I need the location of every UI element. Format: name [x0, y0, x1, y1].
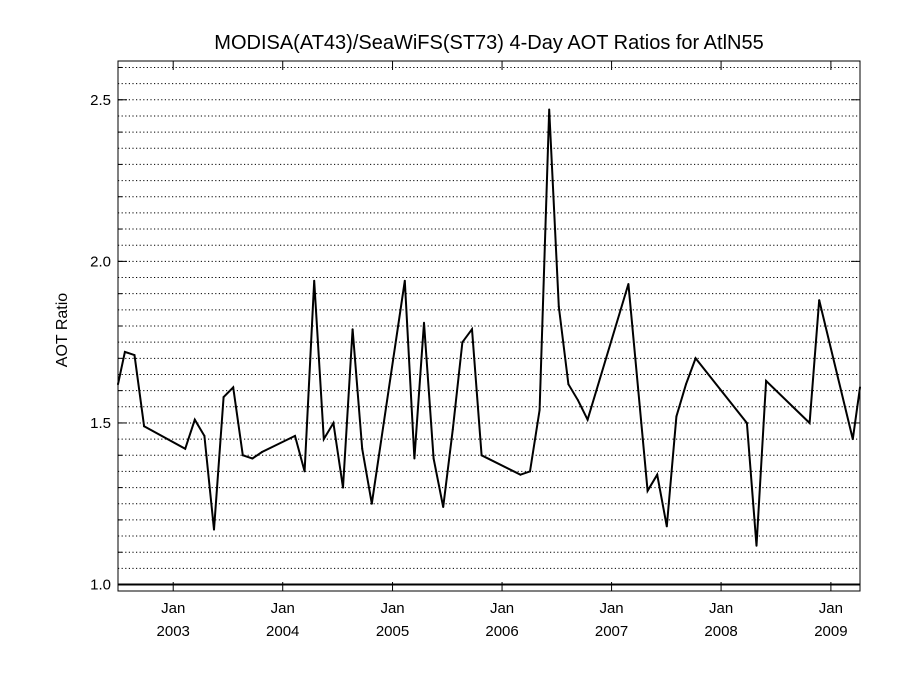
x-tick-month: Jan [380, 600, 404, 617]
data-point [665, 525, 668, 528]
data-point [586, 418, 589, 421]
data-point [143, 425, 146, 428]
data-point [370, 502, 373, 505]
data-point [403, 279, 406, 282]
x-tick-year: 2007 [595, 623, 628, 640]
y-axis-label: AOT Ratio [54, 293, 71, 368]
data-point [637, 386, 639, 389]
data-point [627, 283, 630, 285]
x-tick-month: Jan [161, 600, 185, 617]
data-point [203, 434, 206, 437]
x-tick-year: 2006 [485, 623, 518, 640]
axes [117, 60, 861, 592]
data-point [193, 418, 196, 421]
data-point [529, 470, 531, 473]
data-point [480, 454, 483, 457]
chart-title: MODISA(AT43)/SeaWiFS(ST73) 4-Day AOT Rat… [214, 32, 763, 54]
data-point [808, 422, 811, 424]
x-tick-month: Jan [819, 600, 843, 617]
data-point [351, 328, 354, 331]
data-point [577, 399, 579, 402]
data-point [859, 386, 861, 389]
data-point [519, 473, 522, 476]
series-layer [117, 108, 861, 547]
y-tick-label: 1.5 [90, 415, 111, 432]
data-point [241, 454, 244, 457]
data-point [471, 328, 473, 331]
data-point [818, 299, 821, 302]
y-tick-label: 2.5 [90, 92, 111, 109]
x-tick-year: 2008 [704, 623, 737, 640]
x-tick-year: 2004 [266, 623, 299, 640]
x-tick-year: 2005 [376, 623, 409, 640]
data-point [123, 350, 126, 353]
data-point [442, 506, 445, 508]
data-point [567, 383, 570, 386]
data-point [755, 544, 758, 547]
data-point [851, 438, 854, 441]
data-point [646, 489, 649, 492]
data-point [745, 422, 748, 424]
data-point [432, 457, 435, 460]
data-point [765, 379, 768, 382]
data-point [213, 528, 215, 531]
data-point [133, 354, 136, 357]
y-tick-label: 1.0 [90, 577, 111, 594]
data-point [675, 415, 678, 418]
data-point [232, 386, 235, 389]
data-point [694, 357, 697, 360]
x-tick-month: Jan [271, 600, 295, 617]
data-point [294, 434, 296, 437]
tick-labels: 1.0 1.5 2.0 2.5 Jan 2003 Jan 2004 Jan 2005 Jan 2006… [90, 92, 847, 640]
data-point [451, 428, 454, 431]
data-point [261, 451, 263, 453]
data-point [557, 305, 560, 308]
data-point [332, 422, 335, 424]
x-tick-year: 2003 [157, 623, 190, 640]
data-point [117, 383, 119, 386]
data-point [361, 447, 364, 450]
data-point [538, 409, 541, 411]
data-point [342, 486, 344, 489]
data-point [548, 108, 551, 111]
x-tick-month: Jan [490, 600, 514, 617]
gridlines [118, 66, 860, 569]
data-point [303, 470, 306, 473]
data-point [313, 279, 316, 282]
series-line [117, 109, 861, 546]
data-point [423, 321, 425, 324]
x-tick-month: Jan [599, 600, 623, 617]
data-point [251, 457, 254, 460]
data-point [222, 396, 225, 399]
y-tick-label: 2.0 [90, 253, 111, 270]
data-point [461, 341, 464, 344]
data-point [685, 383, 687, 386]
data-point [184, 447, 187, 450]
x-tick-month: Jan [709, 600, 733, 617]
x-tick-year: 2009 [814, 623, 847, 640]
data-point [413, 457, 416, 460]
data-point [656, 473, 659, 476]
data-point [322, 438, 325, 441]
